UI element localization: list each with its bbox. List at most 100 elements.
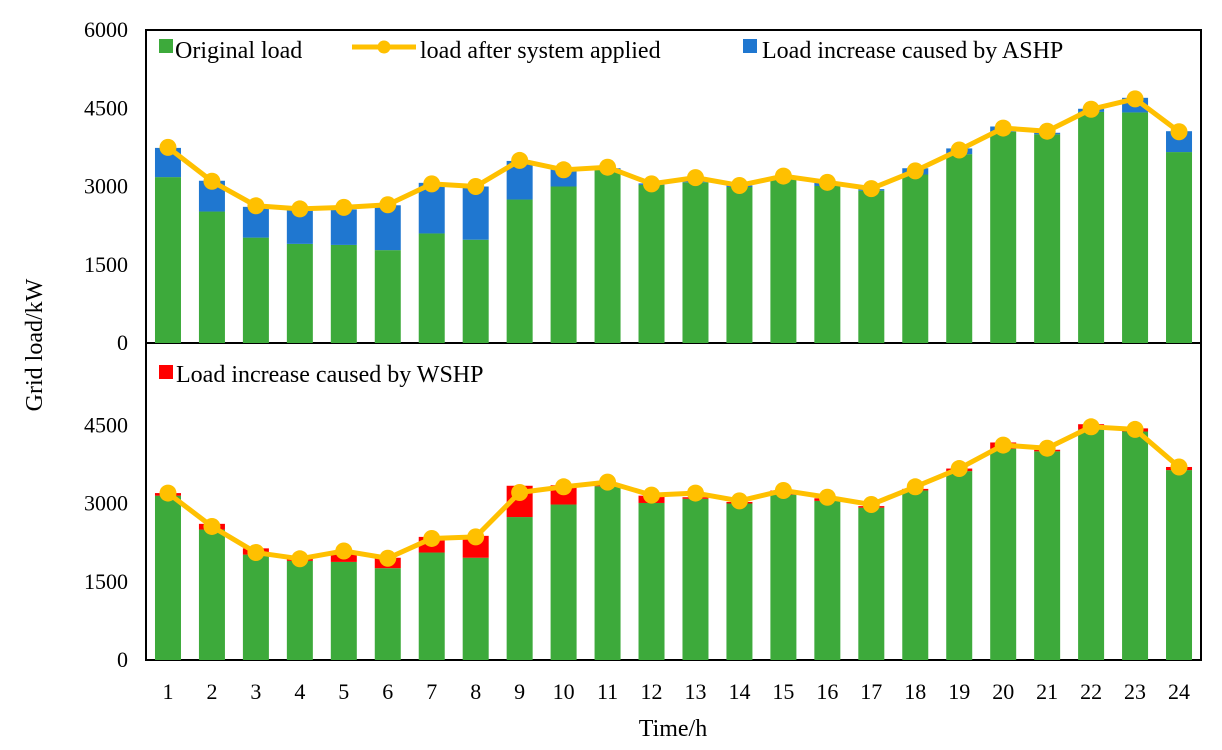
bottom-bar-original-23	[1122, 431, 1149, 660]
top-bar-original-15	[770, 179, 797, 343]
top-line-point-23	[1126, 90, 1144, 108]
top-bar-original-2	[198, 211, 225, 343]
bottom-bar-original-3	[242, 554, 269, 660]
legend-wshp-swatch	[159, 365, 173, 379]
bottom-y-tick-0: 0	[117, 647, 128, 672]
bottom-line-point-4	[291, 550, 309, 568]
x-tick-18: 18	[904, 679, 926, 704]
x-tick-labels: 1 2 3 4 5 6 7 8 9 10 11 12 13 14 15 16 17 18 19 20 21 22 23 24	[162, 679, 1190, 704]
top-line-point-1	[159, 138, 177, 156]
bottom-bar-original-9	[506, 517, 533, 660]
x-tick-11: 11	[597, 679, 618, 704]
x-tick-21: 21	[1036, 679, 1058, 704]
top-line-point-18	[906, 162, 924, 180]
top-y-tick-4500: 4500	[84, 95, 128, 120]
bottom-bar-original-22	[1078, 429, 1105, 660]
bottom-line-point-23	[1126, 420, 1144, 438]
bottom-line-point-21	[1038, 439, 1056, 457]
top-panel-bars	[154, 97, 1193, 344]
bottom-line-point-20	[994, 436, 1012, 454]
top-line-point-8	[467, 178, 485, 195]
top-bar-original-13	[682, 182, 709, 343]
x-tick-16: 16	[816, 679, 838, 704]
bottom-line-point-3	[247, 544, 265, 562]
top-line-point-15	[774, 167, 792, 185]
bottom-line-point-17	[862, 496, 880, 514]
top-y-tick-1500: 1500	[84, 252, 128, 277]
top-line-point-6	[379, 196, 397, 214]
bottom-load-after-line	[166, 424, 1181, 562]
x-tick-8: 8	[470, 679, 481, 704]
x-tick-6: 6	[382, 679, 393, 704]
x-tick-22: 22	[1080, 679, 1102, 704]
top-bar-original-11	[594, 169, 621, 343]
bottom-bar-original-13	[682, 498, 709, 660]
x-tick-15: 15	[772, 679, 794, 704]
top-line-point-11	[599, 158, 617, 176]
top-y-tick-6000: 6000	[84, 17, 128, 42]
top-line-point-7	[423, 175, 441, 193]
x-tick-12: 12	[641, 679, 663, 704]
top-bar-original-6	[374, 250, 401, 343]
bottom-line-point-5	[335, 542, 353, 560]
top-bar-original-5	[330, 244, 357, 343]
top-line-point-12	[643, 175, 661, 193]
bottom-y-tick-1500: 1500	[84, 569, 128, 594]
bottom-panel-line	[159, 418, 1188, 568]
bottom-bar-original-16	[814, 500, 841, 660]
x-tick-10: 10	[553, 679, 575, 704]
bottom-bar-original-19	[946, 471, 973, 660]
bottom-bar-original-1	[154, 495, 181, 660]
bottom-y-tick-4500: 4500	[84, 412, 128, 437]
bottom-bar-original-12	[638, 502, 665, 660]
top-bar-original-9	[506, 199, 533, 343]
bottom-y-tick-3000: 3000	[84, 491, 128, 516]
top-line-point-2	[203, 172, 221, 190]
bottom-bar-original-24	[1166, 470, 1193, 660]
x-tick-2: 2	[206, 679, 217, 704]
top-line-point-19	[950, 141, 968, 159]
legend-wshp-label: Load increase caused by WSHP	[176, 362, 483, 388]
bottom-line-point-10	[555, 478, 573, 496]
bottom-bar-original-15	[770, 494, 797, 660]
legend-line-label: load after system applied	[420, 38, 661, 64]
x-axis-title: Time/h	[639, 716, 707, 742]
top-legend: Original load load after system applied …	[159, 38, 1063, 64]
bottom-bar-original-6	[374, 568, 401, 660]
top-line-point-4	[291, 200, 309, 218]
x-tick-14: 14	[728, 679, 750, 704]
x-tick-4: 4	[294, 679, 305, 704]
x-tick-5: 5	[338, 679, 349, 704]
top-bar-original-12	[638, 184, 665, 343]
top-line-point-21	[1038, 122, 1056, 140]
top-line-point-10	[555, 161, 573, 179]
top-bar-original-10	[550, 186, 577, 343]
bottom-line-point-1	[159, 484, 177, 502]
legend-ashp-label: Load increase caused by ASHP	[762, 38, 1063, 64]
top-panel-line	[159, 90, 1188, 218]
bottom-bar-original-17	[858, 507, 885, 660]
bottom-line-point-14	[730, 492, 748, 510]
top-line-point-13	[686, 169, 704, 187]
top-bar-original-17	[858, 190, 885, 343]
top-line-point-9	[511, 151, 529, 169]
top-load-after-line	[166, 96, 1181, 212]
bottom-line-point-7	[423, 529, 441, 547]
top-bar-original-4	[286, 243, 313, 343]
top-bar-original-3	[242, 237, 269, 343]
bottom-bar-original-10	[550, 504, 577, 660]
bottom-line-point-11	[599, 473, 617, 491]
top-line-point-3	[247, 197, 265, 215]
x-tick-24: 24	[1168, 679, 1190, 704]
top-bar-increase-8	[462, 186, 489, 240]
bottom-line-point-15	[774, 481, 792, 499]
bottom-bar-original-21	[1034, 451, 1061, 660]
x-tick-9: 9	[514, 679, 525, 704]
top-bar-original-7	[418, 233, 445, 343]
bottom-panel-y-ticks: 0 1500 3000 4500	[84, 412, 128, 672]
bottom-line-point-19	[950, 460, 968, 478]
bottom-bar-original-11	[594, 486, 621, 660]
bottom-legend: Load increase caused by WSHP	[159, 362, 483, 388]
top-bar-original-1	[154, 177, 181, 343]
top-y-tick-0: 0	[117, 330, 128, 355]
